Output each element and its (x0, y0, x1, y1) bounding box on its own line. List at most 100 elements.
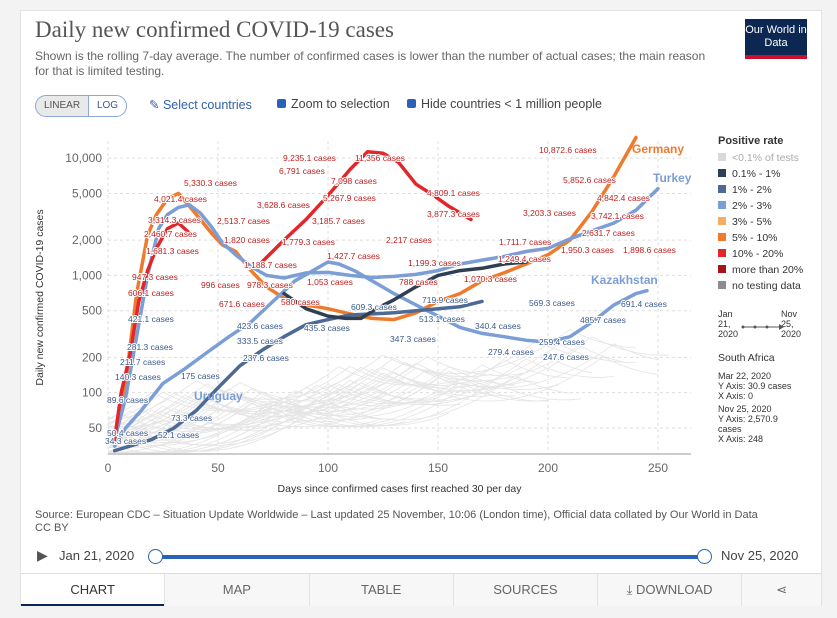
annotation-label: 580 cases (281, 297, 320, 307)
y-axis-label: Daily new confirmed COVID-19 cases (34, 209, 46, 385)
share-icon: ⋖ (776, 582, 788, 597)
legend-item[interactable]: 0.1% - 1% (718, 168, 780, 181)
legend-item[interactable]: 3% - 5% (718, 216, 772, 229)
source-text: Source: European CDC – Situation Update … (35, 509, 758, 534)
annotation-label: 1,779.3 cases (282, 237, 335, 247)
annotation-label: 7,098 cases (331, 176, 377, 186)
annotation-label: 609.3 cases (351, 302, 397, 312)
annotation-label: 140.3 cases (115, 372, 161, 382)
tab-chart[interactable]: CHART (21, 574, 165, 606)
tab-map[interactable]: MAP (164, 574, 309, 606)
tab-bar: CHART MAP TABLE SOURCES ⤓ DOWNLOAD ⋖ (21, 573, 822, 606)
annotation-label: 281.3 cases (127, 342, 173, 352)
annotation-label: 5,330.3 cases (184, 178, 237, 188)
legend-label: more than 20% (732, 264, 804, 276)
legend-label: 10% - 20% (732, 248, 784, 260)
annotation-label: 3,742.1 cases (591, 211, 644, 221)
timeline-start-handle[interactable] (148, 549, 163, 564)
annotation-label: 347.3 cases (390, 334, 436, 344)
timeline: ▶ Jan 21, 2020 Nov 25, 2020 (35, 545, 815, 567)
timeline-end-handle[interactable] (697, 549, 712, 564)
series-label: Turkey (653, 171, 692, 185)
timeline-track[interactable] (155, 555, 705, 559)
annotation-label: 1,681.3 cases (146, 246, 199, 256)
annotation-label: 73.3 cases (171, 413, 212, 423)
annotation-label: 2,217 cases (386, 235, 432, 245)
annotation-label: 1,820 cases (224, 235, 270, 245)
x-tick-label: 100 (318, 461, 338, 475)
legend-swatch (718, 281, 726, 289)
background-country-line (107, 336, 669, 433)
hover-point-1: Mar 22, 2020 Y Axis: 30.9 cases X Axis: 0 (718, 371, 792, 401)
line-chart[interactable]: 50 100 200 500 1,000 2,000 5,000 10,000 0 50 100 15… (21, 11, 821, 511)
zoom-label: Zoom to selection (291, 97, 390, 111)
legend-item[interactable]: <0.1% of tests (718, 152, 799, 165)
annotation-label: 89.6 cases (107, 395, 148, 405)
annotation-label: 3,203.3 cases (523, 208, 576, 218)
legend-item[interactable]: more than 20% (718, 264, 803, 277)
background-country-line (107, 328, 637, 423)
background-country-line (107, 340, 604, 425)
annotation-label: 423.6 cases (237, 321, 283, 331)
x-tick-label: 250 (648, 461, 668, 475)
tab-table[interactable]: TABLE (308, 574, 453, 606)
annotation-label: 340.4 cases (475, 321, 521, 331)
y-tick-label: 5,000 (72, 186, 102, 200)
series-line (112, 186, 660, 442)
zoom-checkbox[interactable]: Zoom to selection (277, 97, 390, 111)
annotation-label: 485.7 cases (580, 315, 626, 325)
background-country-line (107, 358, 615, 438)
linear-toggle[interactable]: LINEAR (35, 95, 89, 117)
play-icon[interactable]: ▶ (37, 547, 48, 563)
annotation-label: 3,185.7 cases (312, 216, 365, 226)
annotation-label: 6,791 cases (279, 166, 325, 176)
background-country-line (107, 400, 373, 446)
legend-title: Positive rate (718, 135, 784, 147)
annotation-label: 34.3 cases (105, 436, 146, 446)
select-countries-label: Select countries (162, 98, 252, 112)
legend-swatch (718, 249, 726, 257)
annotation-label: 1,898.6 cases (623, 245, 676, 255)
annotation-label: 978.3 cases (247, 280, 293, 290)
y-tick-label: 2,000 (72, 233, 102, 247)
tab-download[interactable]: ⤓ DOWNLOAD (597, 574, 742, 606)
annotation-label: 3,877.3 cases (427, 209, 480, 219)
legend-label: 5% - 10% (732, 232, 778, 244)
share-button[interactable]: ⋖ (741, 574, 822, 606)
owid-logo[interactable]: Our World in Data (745, 19, 807, 59)
annotation-label: 513.1 cases (419, 314, 465, 324)
tab-sources[interactable]: SOURCES (452, 574, 597, 606)
annotation-label: 569.3 cases (529, 298, 575, 308)
legend-item[interactable]: 10% - 20% (718, 248, 783, 261)
timeline-start: Jan 21, 2020 (59, 548, 135, 563)
annotation-label: 237.6 cases (243, 353, 289, 363)
series-line (112, 260, 649, 448)
select-countries-button[interactable]: ✎ Select countries (149, 97, 252, 112)
annotation-label: 50.4 cases (107, 428, 148, 438)
y-tick-label: 100 (82, 386, 102, 400)
legend-swatch (718, 153, 726, 161)
log-toggle[interactable]: LOG (88, 95, 127, 117)
annotation-label: 10,872.6 cases (539, 145, 597, 155)
range-arrow-icon (741, 324, 784, 330)
legend-item[interactable]: no testing data (718, 280, 801, 293)
checkbox-checked-icon (407, 99, 416, 108)
series-label: Germany (632, 142, 684, 156)
legend-item[interactable]: 2% - 3% (718, 200, 772, 213)
legend-item[interactable]: 5% - 10% (718, 232, 778, 245)
annotation-label: 52.1 cases (158, 430, 199, 440)
legend-swatch (718, 217, 726, 225)
download-label: DOWNLOAD (636, 582, 713, 597)
annotation-label: 2,513.7 cases (217, 216, 270, 226)
background-country-line (107, 343, 659, 440)
legend-label: 3% - 5% (732, 216, 772, 228)
annotation-label: 1,427.7 cases (327, 251, 380, 261)
timeline-end: Nov 25, 2020 (721, 548, 799, 563)
annotation-label: 11,356 cases (355, 153, 405, 163)
annotation-label: 211.7 cases (120, 357, 165, 367)
legend-swatch (718, 169, 726, 177)
hide-small-checkbox[interactable]: Hide countries < 1 million people (407, 97, 602, 111)
annotation-label: 1,199.3 cases (408, 258, 461, 268)
range-start: Jan 21, 2020 (718, 309, 739, 339)
legend-item[interactable]: 1% - 2% (718, 184, 772, 197)
